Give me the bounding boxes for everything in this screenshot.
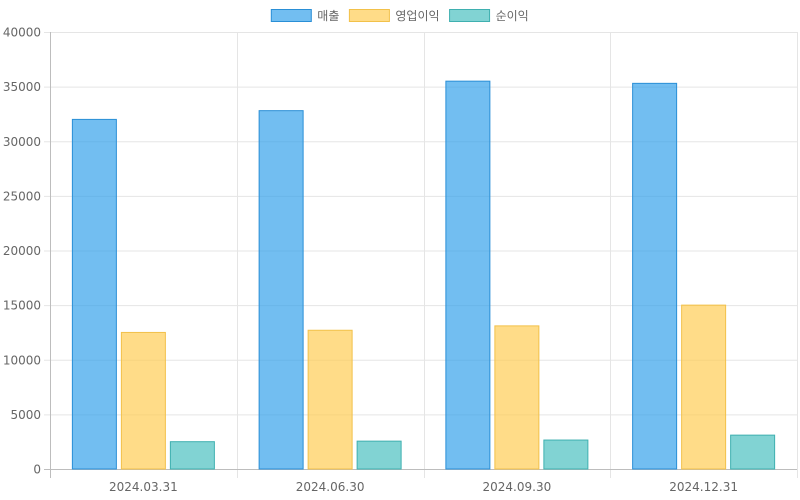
bar-net-income[interactable]: [543, 439, 589, 470]
y-tick-label: 25000: [3, 189, 41, 203]
y-tick-label: 10000: [3, 353, 41, 367]
y-tick-label: 20000: [3, 244, 41, 258]
x-axis-ticks: 2024.03.31 2024.06.30 2024.09.30 2024.12.31: [109, 480, 738, 494]
bar-revenue[interactable]: [445, 80, 491, 470]
bar-operating-profit[interactable]: [681, 304, 727, 470]
bar-net-income[interactable]: [356, 440, 402, 470]
x-tick-label: 2024.12.31: [669, 480, 738, 494]
bar-operating-profit[interactable]: [307, 329, 353, 470]
legend: 매출 영업이익 순이익: [270, 9, 529, 23]
y-tick-label: 40000: [3, 26, 41, 40]
bar-operating-profit[interactable]: [494, 325, 540, 470]
y-tick-label: 30000: [3, 135, 41, 149]
bar-revenue[interactable]: [71, 118, 117, 470]
legend-label: 영업이익: [395, 9, 439, 23]
bar-net-income[interactable]: [730, 434, 776, 470]
x-tick-label: 2024.03.31: [109, 480, 178, 494]
x-tick-label: 2024.06.30: [296, 480, 365, 494]
y-tick-label: 0: [33, 463, 41, 477]
y-axis-ticks: 0 5000 10000 15000 20000 25000 30000 35000 40000: [3, 26, 41, 477]
y-tick-label: 5000: [10, 408, 41, 422]
legend-swatch[interactable]: [270, 9, 312, 22]
bar-net-income[interactable]: [169, 441, 215, 470]
bar-revenue[interactable]: [258, 110, 304, 470]
bar-revenue[interactable]: [632, 82, 678, 470]
legend-swatch[interactable]: [449, 9, 491, 22]
x-tick-label: 2024.09.30: [483, 480, 552, 494]
bar-operating-profit[interactable]: [120, 331, 166, 470]
gridlines: [44, 32, 798, 478]
legend-label: 순이익: [496, 9, 529, 23]
bars: [71, 80, 776, 470]
y-tick-label: 15000: [3, 299, 41, 313]
legend-label: 매출: [317, 9, 339, 23]
legend-swatch[interactable]: [348, 9, 390, 22]
y-tick-label: 35000: [3, 80, 41, 94]
